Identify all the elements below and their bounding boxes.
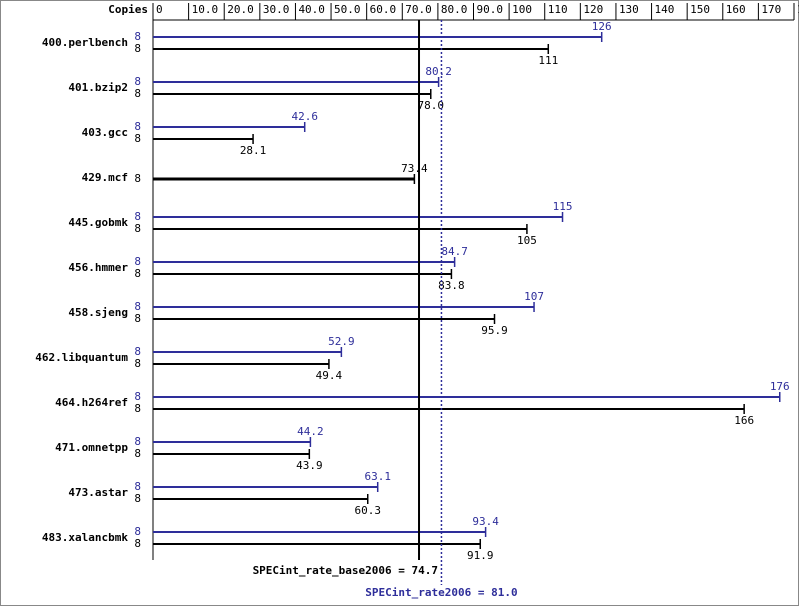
value-label: 80.2 — [425, 65, 452, 78]
value-label: 166 — [734, 414, 754, 427]
x-tick-label: 20.0 — [227, 3, 254, 16]
category-label: 456.hmmer — [68, 261, 128, 274]
x-tick-label: 0 — [156, 3, 163, 16]
value-label: 115 — [553, 200, 573, 213]
value-label: 63.1 — [364, 470, 391, 483]
x-tick-label: 80.0 — [441, 3, 468, 16]
copies-label: 8 — [134, 42, 141, 55]
value-label: 105 — [517, 234, 537, 247]
copies-label: 8 — [134, 357, 141, 370]
copies-label: 8 — [134, 172, 141, 185]
copies-label: 8 — [134, 222, 141, 235]
x-tick-label: 110 — [548, 3, 568, 16]
category-label: 462.libquantum — [35, 351, 128, 364]
copies-label: 8 — [134, 30, 141, 43]
category-label: 483.xalancbmk — [42, 531, 128, 544]
value-label: 95.9 — [481, 324, 508, 337]
category-label: 471.omnetpp — [55, 441, 128, 454]
value-label: 43.9 — [296, 459, 323, 472]
value-label: 60.3 — [354, 504, 381, 517]
copies-label: 8 — [134, 120, 141, 133]
x-tick-label: 10.0 — [192, 3, 219, 16]
copies-label: 8 — [134, 537, 141, 550]
copies-label: 8 — [134, 75, 141, 88]
value-label: 28.1 — [240, 144, 267, 157]
category-label: 403.gcc — [82, 126, 128, 139]
x-tick-label: 60.0 — [370, 3, 397, 16]
x-tick-label: 120 — [583, 3, 603, 16]
category-label: 401.bzip2 — [68, 81, 128, 94]
copies-label: 8 — [134, 480, 141, 493]
category-label: 445.gobmk — [68, 216, 128, 229]
value-label: 176 — [770, 380, 790, 393]
value-label: 126 — [592, 20, 612, 33]
category-label: 473.astar — [68, 486, 128, 499]
x-tick-label: 130 — [619, 3, 639, 16]
x-tick-label: 40.0 — [298, 3, 325, 16]
copies-label: 8 — [134, 255, 141, 268]
x-tick-label: 50.0 — [334, 3, 361, 16]
x-tick-label: 180 — [797, 3, 799, 16]
copies-label: 8 — [134, 210, 141, 223]
copies-label: 8 — [134, 132, 141, 145]
copies-label: 8 — [134, 435, 141, 448]
x-tick-label: 90.0 — [477, 3, 504, 16]
value-label: 107 — [524, 290, 544, 303]
x-tick-label: 70.0 — [405, 3, 432, 16]
value-label: 93.4 — [472, 515, 499, 528]
value-label: 49.4 — [316, 369, 343, 382]
x-tick-label: 100 — [512, 3, 532, 16]
copies-label: 8 — [134, 87, 141, 100]
x-tick-label: 170 — [761, 3, 781, 16]
value-label: 84.7 — [441, 245, 468, 258]
x-tick-label: 150 — [690, 3, 710, 16]
category-label: 458.sjeng — [68, 306, 128, 319]
axis-header: Copies — [108, 3, 148, 16]
copies-label: 8 — [134, 525, 141, 538]
value-label: 83.8 — [438, 279, 465, 292]
value-label: 44.2 — [297, 425, 324, 438]
value-label: 52.9 — [328, 335, 355, 348]
value-label: 91.9 — [467, 549, 494, 562]
x-tick-label: 30.0 — [263, 3, 290, 16]
x-tick-label: 140 — [655, 3, 675, 16]
copies-label: 8 — [134, 402, 141, 415]
category-label: 429.mcf — [82, 171, 128, 184]
value-label: 73.4 — [401, 162, 428, 175]
copies-label: 8 — [134, 447, 141, 460]
category-label: 400.perlbench — [42, 36, 128, 49]
copies-label: 8 — [134, 345, 141, 358]
reference-label: SPECint_rate2006 = 81.0 — [365, 586, 517, 599]
value-label: 42.6 — [291, 110, 318, 123]
x-tick-label: 160 — [726, 3, 746, 16]
reference-label: SPECint_rate_base2006 = 74.7 — [253, 564, 438, 577]
copies-label: 8 — [134, 492, 141, 505]
copies-label: 8 — [134, 300, 141, 313]
copies-label: 8 — [134, 267, 141, 280]
category-label: 464.h264ref — [55, 396, 128, 409]
value-label: 78.0 — [418, 99, 445, 112]
value-label: 111 — [538, 54, 558, 67]
copies-label: 8 — [134, 312, 141, 325]
copies-label: 8 — [134, 390, 141, 403]
